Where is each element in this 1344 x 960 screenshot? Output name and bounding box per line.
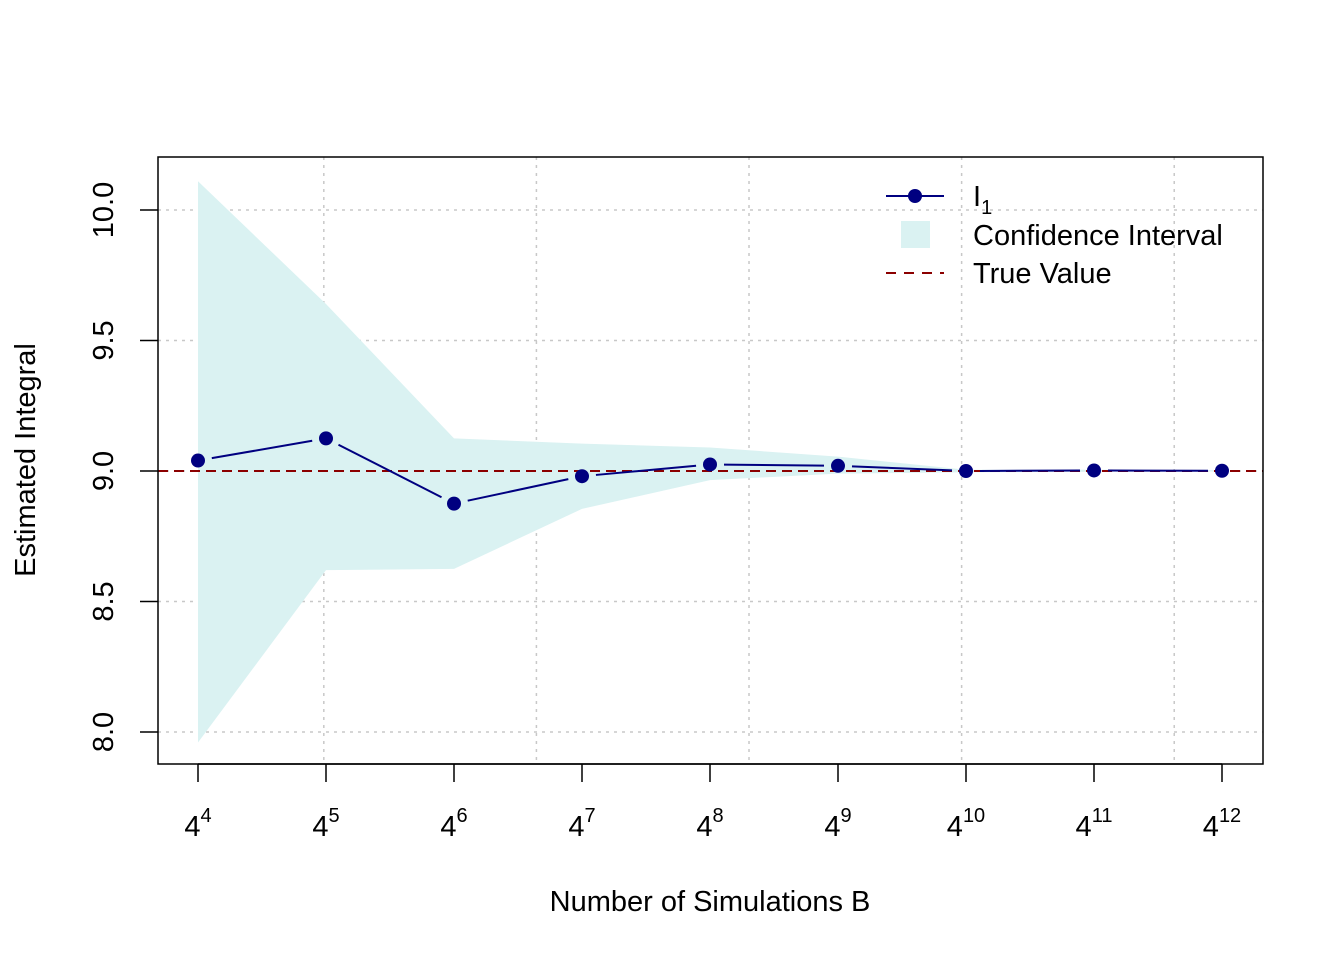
x-axis: 44 45 46 47 48 49 410 411 412 — [184, 763, 1241, 843]
series-segment — [211, 439, 313, 460]
x-tick-base: 4 — [184, 811, 200, 843]
x-tick-exponent: 12 — [1219, 805, 1241, 827]
x-tick-exponent: 11 — [1092, 805, 1113, 827]
x-tick-label: 47 — [568, 805, 595, 843]
x-tick-base: 4 — [1076, 811, 1092, 843]
series-segment — [338, 443, 442, 499]
x-tick-exponent: 6 — [457, 805, 468, 827]
x-tick-exponent: 10 — [963, 805, 985, 827]
y-tick-label: 9.5 — [88, 320, 120, 360]
x-tick-exponent: 5 — [329, 805, 340, 827]
x-axis-label: Number of Simulations B — [550, 886, 871, 918]
y-axis-label: Estimated Integral — [10, 343, 42, 577]
series-segment — [595, 464, 697, 476]
series-segment — [467, 478, 569, 502]
x-tick-label: 45 — [312, 805, 339, 843]
x-tick-exponent: 7 — [585, 805, 596, 827]
series-point — [1215, 463, 1229, 478]
x-tick-exponent: 8 — [713, 805, 724, 827]
series-point — [1087, 463, 1101, 478]
y-tick-label: 9.0 — [88, 451, 120, 491]
legend-series-name: I — [973, 181, 981, 213]
series-segment — [851, 465, 953, 472]
x-tick-label: 48 — [696, 805, 723, 843]
y-axis: 8.0 8.5 9.0 9.5 10.0 — [88, 182, 158, 752]
x-tick-label: 46 — [440, 805, 467, 843]
legend-series-subscript: 1 — [981, 197, 992, 219]
legend: I1 Confidence Interval True Value — [886, 181, 1223, 290]
x-tick-exponent: 9 — [841, 805, 852, 827]
y-tick-label: 10.0 — [88, 182, 120, 238]
x-tick-label: 412 — [1203, 805, 1241, 843]
legend-series-marker — [908, 189, 922, 203]
series-point — [575, 469, 589, 484]
legend-ci-label: Confidence Interval — [973, 220, 1223, 252]
x-tick-exponent: 4 — [201, 805, 212, 827]
x-tick-base: 4 — [696, 811, 712, 843]
legend-ci-swatch — [901, 221, 930, 248]
x-tick-base: 4 — [440, 811, 456, 843]
series-point — [703, 457, 717, 472]
x-tick-label: 410 — [947, 805, 985, 843]
legend-series-label: I1 — [973, 181, 992, 219]
series-point — [447, 496, 461, 511]
x-tick-label: 411 — [1076, 805, 1113, 843]
series-point — [319, 431, 333, 446]
x-tick-base: 4 — [568, 811, 584, 843]
x-tick-label: 44 — [184, 805, 211, 843]
series-segment — [723, 463, 825, 467]
series-point — [831, 458, 845, 473]
y-tick-label: 8.5 — [88, 581, 120, 621]
x-tick-base: 4 — [312, 811, 328, 843]
series-point — [191, 453, 205, 468]
x-tick-label: 49 — [824, 805, 851, 843]
legend-true-value-label: True Value — [973, 258, 1112, 290]
y-tick-label: 8.0 — [88, 712, 120, 752]
x-tick-base: 4 — [947, 811, 963, 843]
x-tick-base: 4 — [1203, 811, 1219, 843]
series-layer — [191, 431, 1229, 511]
series-point — [959, 464, 973, 478]
x-tick-base: 4 — [824, 811, 840, 843]
